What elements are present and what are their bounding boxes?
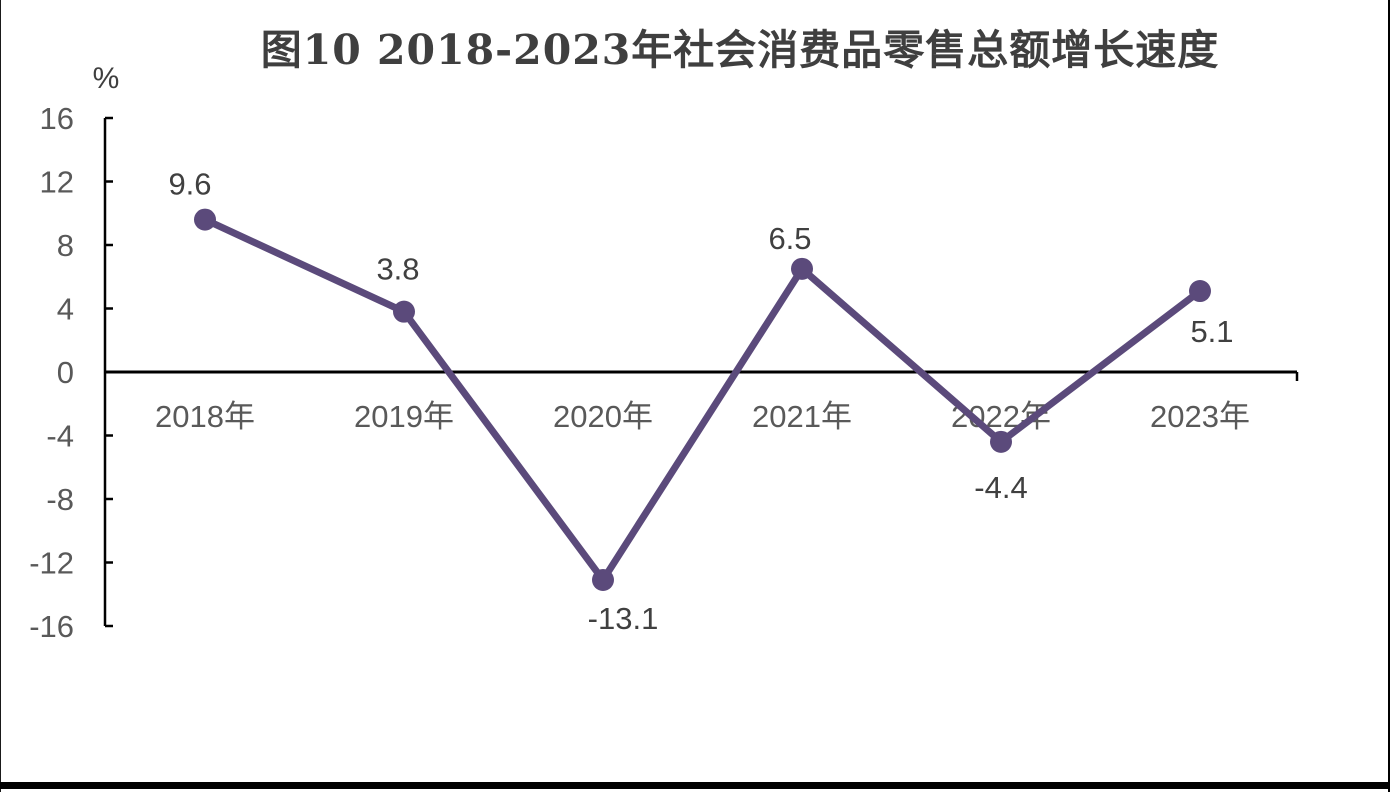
x-axis-label: 2020年	[553, 399, 653, 434]
data-point-label: 9.6	[168, 167, 211, 202]
y-tick-label: 8	[57, 228, 74, 263]
data-point-label: 6.5	[768, 221, 811, 256]
x-axis-label: 2018年	[155, 399, 255, 434]
x-axis-label: 2023年	[1150, 399, 1250, 434]
y-tick-label: 16	[40, 101, 74, 136]
page-left-border	[0, 0, 1, 792]
data-line	[201, 216, 1204, 584]
data-point	[393, 300, 415, 323]
y-tick-label: 0	[57, 355, 74, 390]
y-tick-label: 12	[40, 165, 74, 200]
y-tick-label: -16	[29, 609, 74, 644]
data-point	[194, 208, 216, 231]
y-tick-label: -4	[46, 419, 74, 454]
y-tick-label: -8	[46, 482, 74, 517]
data-point-label: -4.4	[974, 470, 1027, 505]
x-axis-label: 2021年	[752, 399, 852, 434]
chart-title: 图10 2018-2023年社会消费品零售总额增长速度	[260, 26, 1220, 74]
data-point	[791, 257, 813, 280]
page-bottom-rule	[0, 782, 1390, 789]
y-tick-label: 4	[57, 292, 74, 327]
data-point	[592, 568, 614, 591]
x-axis-label: 2019年	[354, 399, 454, 434]
line-chart: 2018年 2019年 2020年 2021年 2022年 2023年1612840-4-…	[29, 101, 1299, 644]
y-axis-unit-label: %	[92, 62, 120, 95]
data-point-label: -13.1	[588, 601, 659, 636]
data-point	[1189, 280, 1211, 303]
page-right-border	[1388, 0, 1390, 792]
data-point	[990, 430, 1012, 453]
data-point-label: 5.1	[1190, 314, 1233, 349]
y-tick-label: -12	[29, 546, 74, 581]
data-point-label: 3.8	[376, 252, 419, 287]
